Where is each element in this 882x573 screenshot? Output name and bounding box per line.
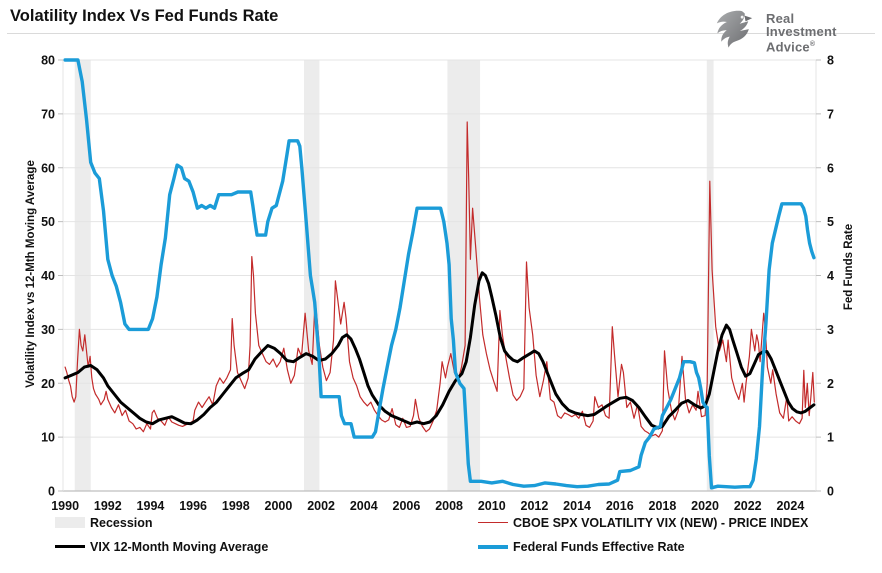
y-left-tick-label: 70 <box>41 107 55 121</box>
y-right-tick-label: 4 <box>827 269 834 283</box>
y-left-tick-label: 20 <box>41 377 55 391</box>
legend-label-vix: CBOE SPX VOLATILITY VIX (NEW) - PRICE IN… <box>513 515 809 530</box>
y-left-tick-label: 50 <box>41 215 55 229</box>
y-left-tick-label: 10 <box>41 431 55 445</box>
x-axis-tick-labels: 1990 1992 1994 1996 1998 2000 2002 2004 2006 2008… <box>51 499 804 513</box>
y-right-tick-label: 7 <box>827 107 834 121</box>
x-tick-label: 2006 <box>393 499 421 513</box>
y-left-tick-label: 0 <box>48 485 55 499</box>
logo-line-3: Advice <box>766 39 810 55</box>
x-tick-label: 2008 <box>435 499 463 513</box>
logo-line-1: Real <box>766 10 795 26</box>
x-tick-label: 2010 <box>478 499 506 513</box>
legend-item-recession: Recession <box>55 513 478 532</box>
x-tick-label: 1996 <box>179 499 207 513</box>
y-right-tick-label: 6 <box>827 161 834 175</box>
y-left-tick-label: 30 <box>41 323 55 337</box>
y-right-tick-label: 8 <box>827 54 834 68</box>
series-left-line <box>63 271 816 430</box>
left-axis-tick-labels: 0 10 20 30 40 50 60 70 80 <box>41 54 55 499</box>
legend-label-recession: Recession <box>90 515 153 530</box>
y-right-tick-label: 0 <box>827 485 834 499</box>
x-tick-label: 2018 <box>649 499 677 513</box>
axes-frame <box>58 59 821 492</box>
legend-label-vix-ma: VIX 12-Month Moving Average <box>90 539 269 554</box>
eagle-logo-icon <box>712 9 758 56</box>
y-right-tick-label: 2 <box>827 377 834 391</box>
vix-ma-line-swatch <box>55 545 85 548</box>
title-divider <box>7 33 875 34</box>
real-investment-advice-logo: Real Investment Advice® <box>712 9 837 56</box>
y-right-tick-label: 5 <box>827 215 834 229</box>
x-tick-label: 2022 <box>734 499 762 513</box>
x-tick-label: 2014 <box>563 499 591 513</box>
x-tick-label: 2002 <box>307 499 335 513</box>
fed-funds-line-swatch <box>478 544 508 549</box>
x-tick-label: 2020 <box>691 499 719 513</box>
series-right-line <box>63 58 816 490</box>
x-tick-label: 2024 <box>776 499 804 513</box>
x-tick-label: 1998 <box>222 499 250 513</box>
legend: Recession CBOE SPX VOLATILITY VIX (NEW) … <box>55 513 808 556</box>
x-tick-label: 1994 <box>137 499 165 513</box>
x-tick-label: 2012 <box>521 499 549 513</box>
legend-item-vix-ma: VIX 12-Month Moving Average <box>55 537 478 556</box>
x-tick-label: 1990 <box>51 499 79 513</box>
recession-swatch <box>55 517 85 528</box>
gridlines <box>63 59 816 438</box>
vix-line-swatch <box>478 522 508 523</box>
right-axis-tick-labels: 0 1 2 3 4 5 6 7 8 <box>827 54 834 499</box>
logo-line-2: Investment <box>766 23 837 39</box>
x-tick-label: 1992 <box>94 499 122 513</box>
series-lines <box>63 58 816 490</box>
x-tick-label: 2000 <box>265 499 293 513</box>
registered-mark: ® <box>809 40 816 48</box>
y-left-tick-label: 60 <box>41 161 55 175</box>
y-right-tick-label: 3 <box>827 323 834 337</box>
x-tick-label: 2016 <box>606 499 634 513</box>
legend-item-vix: CBOE SPX VOLATILITY VIX (NEW) - PRICE IN… <box>478 513 808 532</box>
y-left-tick-label: 80 <box>41 54 55 68</box>
y-left-tick-label: 40 <box>41 269 55 283</box>
x-tick-label: 2004 <box>350 499 378 513</box>
legend-label-fed-funds: Federal Funds Effective Rate <box>513 539 685 554</box>
legend-item-fed-funds: Federal Funds Effective Rate <box>478 537 808 556</box>
chart-title: Volatility Index Vs Fed Funds Rate <box>10 7 279 25</box>
logo-wordmark: Real Investment Advice® <box>766 12 837 53</box>
y-right-tick-label: 1 <box>827 431 834 445</box>
